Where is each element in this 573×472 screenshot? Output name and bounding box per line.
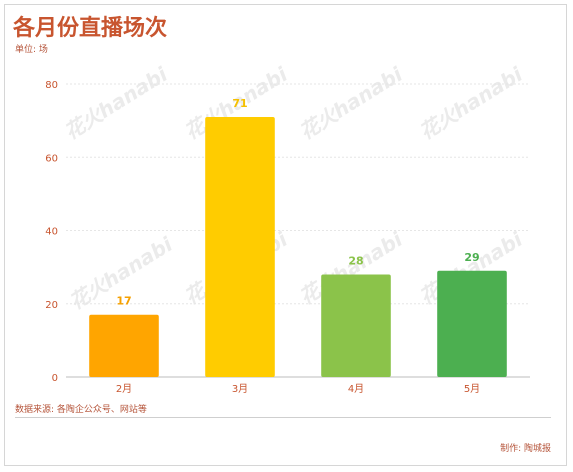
- data-label: 28: [348, 254, 363, 267]
- data-label: 17: [116, 295, 131, 308]
- unit-label: 单位: 场: [15, 45, 48, 55]
- bar-4月: [321, 274, 391, 377]
- bar-2月: [89, 314, 159, 377]
- data-label: 29: [464, 251, 479, 264]
- y-tick-label: 60: [45, 153, 58, 164]
- bar-3月: [205, 116, 275, 378]
- watermark-text: 花火hanabi: [295, 61, 408, 144]
- chart-frame: [4, 4, 567, 466]
- x-tick-label: 3月: [232, 383, 248, 395]
- watermark-text: 花火hanabi: [60, 61, 173, 144]
- x-tick-label: 4月: [348, 383, 364, 395]
- watermark-text: 花火hanabi: [415, 61, 528, 144]
- chart-title: 各月份直播场次: [13, 16, 168, 41]
- y-tick-label: 80: [45, 80, 58, 91]
- x-tick-label: 5月: [464, 383, 480, 395]
- bar-5月: [437, 270, 507, 377]
- credit: 制作: 陶城报: [500, 444, 551, 454]
- data-label: 71: [232, 97, 247, 110]
- data-source: 数据来源: 各陶企公众号、网站等: [15, 405, 147, 415]
- footer-divider: [15, 417, 551, 418]
- label-layer: 17 2月 71 3月 28 4月 29 5月: [116, 97, 480, 395]
- y-tick-label: 40: [45, 227, 58, 238]
- y-tick-label: 0: [52, 373, 58, 384]
- x-tick-label: 2月: [116, 383, 132, 395]
- bar-layer: [89, 116, 507, 378]
- y-tick-label: 20: [45, 300, 58, 311]
